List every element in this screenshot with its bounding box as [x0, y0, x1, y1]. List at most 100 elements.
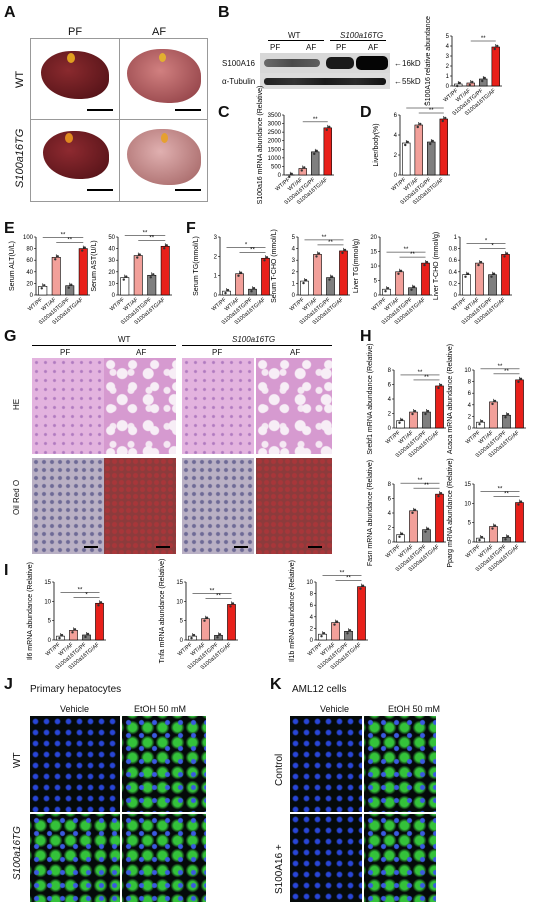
- chart-h2-ytick-label: 2: [468, 414, 472, 420]
- chart-i3-category-label: S100a16TG/PF: [317, 642, 351, 672]
- chart-i2-bar-4: [227, 604, 236, 641]
- chart-f2-sig-label: **: [328, 240, 333, 246]
- chart-d-point-4: [441, 119, 444, 123]
- panel-label-a: A: [4, 4, 16, 21]
- chart-i1-category-label: WT/AF: [58, 642, 75, 658]
- chart-h1-bar-1: [396, 420, 405, 429]
- chart-f2-ytick-label: 2: [292, 270, 296, 276]
- panel-k-row-control: Control: [274, 753, 285, 786]
- chart-f1-category-label: WT/AF: [224, 297, 241, 313]
- panel-label-b: B: [218, 4, 230, 21]
- col-label-pf: PF: [68, 26, 83, 38]
- chart-i2-point-3: [216, 636, 219, 639]
- chart-i2-bar-2: [201, 618, 210, 641]
- chart-h4-sig-label: **: [498, 487, 503, 493]
- chart-c-sig-label: **: [313, 117, 318, 123]
- he-stain-1: [32, 358, 104, 454]
- chart-h1-category-label: WT/PF: [385, 430, 402, 446]
- panel-label-e: E: [4, 220, 15, 237]
- chart-f4-point-3: [490, 275, 493, 278]
- chart-h1-category-label: S100a16TG/PF: [395, 430, 429, 460]
- histo-row-he: HE: [12, 398, 21, 410]
- chart-e2-bar-2: [133, 255, 143, 296]
- chart-h4-bar-2: [489, 526, 498, 543]
- he-stain-4: [256, 358, 332, 454]
- chart-f4-bar-3: [488, 274, 497, 296]
- chart-h2-point-1: [480, 420, 484, 423]
- chart-c-bar-4: [323, 127, 332, 176]
- chart-d-bar-3: [427, 141, 436, 176]
- chart-h3-bar-3: [422, 529, 431, 543]
- chart-h1-bar-3: [422, 411, 431, 429]
- chart-b-ytick-label: 3: [446, 54, 450, 60]
- chart-h1-ytick-label: 0: [388, 426, 392, 432]
- chart-e2-sig-label: **: [143, 230, 148, 236]
- chart-f1-ytick-label: 3: [214, 235, 218, 241]
- chart-e1-point-4: [83, 246, 86, 249]
- chart-h3-sig-label: **: [424, 483, 429, 489]
- chart-e2-category-label: S100a16TG/AF: [133, 297, 167, 327]
- chart-d-bar-1: [402, 142, 411, 176]
- panel-j-title: Primary hepatocytes: [30, 684, 122, 695]
- chart-d-point-4: [444, 116, 447, 120]
- chart-d-ytick-label: 2: [394, 153, 398, 159]
- chart-f3-point-4: [425, 260, 429, 264]
- chart-f4-ytick-label: 0: [454, 293, 458, 299]
- oil-red-o-stain-1: [32, 458, 104, 554]
- chart-b-ytick-label: 2: [446, 64, 450, 70]
- chart-i3-point-2: [335, 620, 339, 623]
- chart-f4-sig-label: *: [491, 243, 494, 249]
- chart-i1-point-4: [97, 604, 100, 607]
- chart-d-ytick-label: 4: [394, 133, 398, 139]
- chart-h3-ytick-label: 0: [388, 540, 392, 546]
- chart-i1-category-label: WT/PF: [45, 642, 62, 658]
- chart-h2-bar-1: [476, 421, 485, 429]
- chart-h4-category-label: WT/AF: [478, 544, 495, 560]
- chart-i1-point-2: [73, 628, 77, 631]
- panel-j-row-wt: WT: [12, 752, 23, 768]
- chart-f2-bar-1: [300, 280, 309, 296]
- chart-d-ytick-label: 0: [394, 173, 398, 179]
- chart-h1-point-1: [400, 418, 404, 421]
- chart-b-point-1: [458, 81, 461, 85]
- chart-h2-ytick-label: 0: [468, 426, 472, 432]
- chart-f2-point-4: [341, 251, 344, 255]
- chart-e2-category-label: WT/PF: [109, 297, 126, 313]
- chart-i2-ytick-label: 0: [180, 638, 184, 644]
- chart-c-ytick-label: 2500: [268, 130, 282, 136]
- chart-f3-point-3: [412, 285, 416, 288]
- chart-b-ytick-label: 0: [446, 84, 450, 90]
- chart-i3-sig-label: **: [340, 571, 345, 577]
- chart-d-category-label: S100a16TG/AF: [412, 177, 446, 207]
- chart-i3-point-4: [359, 587, 362, 590]
- chart-h4-point-2: [491, 527, 494, 530]
- chart-e1-category-label: S100a16TG/PF: [38, 297, 72, 327]
- chart-c-point-3: [313, 152, 316, 156]
- chart-i1-bar-4: [95, 602, 104, 641]
- chart-c-ytick-label: 3500: [268, 113, 282, 119]
- chart-e2-ylabel: Serum AST(U/L): [91, 240, 98, 291]
- chart-f1-ytick-label: 0: [214, 293, 218, 299]
- fluorescence-image-1: [30, 716, 120, 812]
- chart-f2-ytick-label: 0: [292, 293, 296, 299]
- chart-h2-category-label: S100a16TG/PF: [475, 430, 509, 460]
- chart-i3-point-3: [348, 629, 352, 632]
- chart-i1-point-1: [58, 636, 61, 640]
- chart-i3-point-3: [346, 632, 349, 635]
- chart-h4-ylabel: Pparg mRNA abundance (Relative): [447, 458, 454, 567]
- histo-col-pf-2: PF: [212, 348, 223, 357]
- chart-c-ytick-label: 1000: [268, 156, 282, 162]
- chart-i3-ytick-label: 0: [310, 638, 314, 644]
- chart-b-category-label: WT/PF: [443, 88, 460, 104]
- chart-d-point-1: [406, 140, 409, 144]
- chart-e2-point-3: [152, 273, 155, 276]
- chart-d-point-3: [429, 142, 432, 146]
- chart-f4-point-2: [479, 260, 483, 264]
- chart-f1-bar-3: [248, 288, 257, 296]
- chart-h1-point-3: [426, 409, 430, 413]
- chart-h2-ytick-label: 4: [468, 403, 472, 409]
- chart-d-ytick-label: 6: [394, 113, 398, 119]
- chart-h2-category-label: S100a16TG/AF: [488, 430, 522, 460]
- chart-i2-category-label: S100a16TG/AF: [200, 642, 234, 672]
- blot-alpha-tubulin: [260, 73, 390, 89]
